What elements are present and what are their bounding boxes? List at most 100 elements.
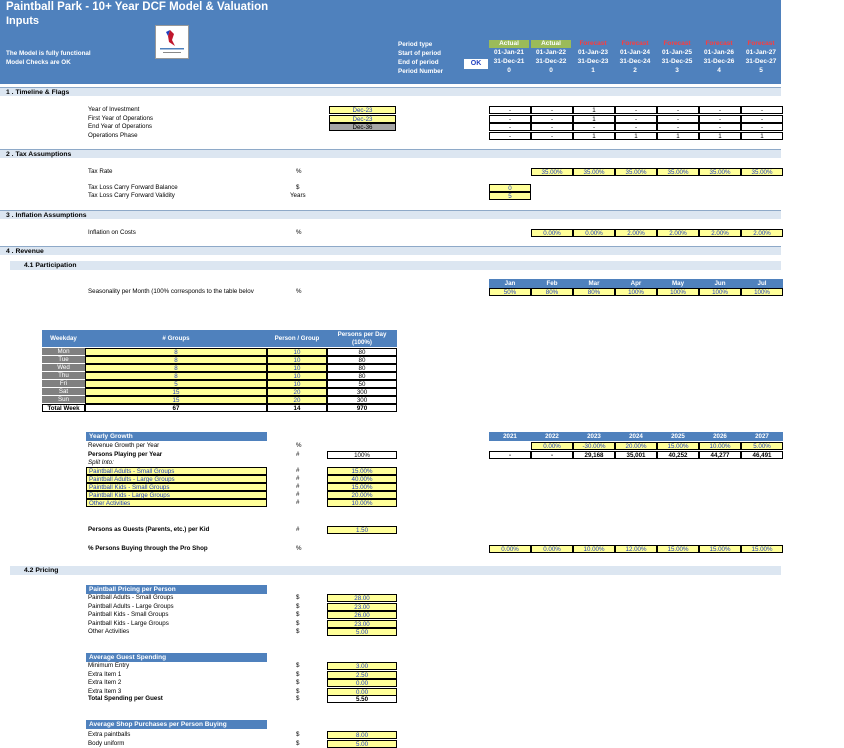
timeline-flag-3-1: - — [531, 131, 573, 140]
split-label-0[interactable]: Paintball Adults - Small Groups — [86, 467, 267, 475]
shop-pct-input-4[interactable]: 15.00% — [657, 545, 699, 553]
inflation-input-1[interactable]: 0.00% — [573, 229, 615, 237]
guest-spend-input-0[interactable]: 3.00 — [327, 662, 397, 670]
groups-input-5[interactable]: 15 — [85, 388, 267, 396]
ppg-input-6[interactable]: 20 — [267, 396, 327, 404]
tax-carry-input[interactable]: 0 — [489, 184, 531, 192]
inflation-input-2[interactable]: 2.00% — [615, 229, 657, 237]
price-input-2[interactable]: 26.00 — [327, 611, 397, 619]
timeline-flag-0-1: - — [531, 106, 573, 114]
shop-purchase-unit-1: $ — [296, 739, 300, 747]
tax-rate-input-4[interactable]: 35.00% — [699, 168, 741, 176]
seasonality-label: Seasonality per Month (100% corresponds … — [88, 288, 254, 295]
split-label-4[interactable]: Other Activities — [86, 499, 267, 507]
timeline-flag-0-3: - — [615, 106, 657, 114]
ppg-input-5[interactable]: 20 — [267, 388, 327, 396]
split-label-2[interactable]: Paintball Kids - Small Groups — [86, 483, 267, 491]
timeline-input-0[interactable]: Dec-23 — [329, 106, 396, 114]
inflation-input-3[interactable]: 2.00% — [657, 229, 699, 237]
groups-input-0[interactable]: 8 — [85, 348, 267, 356]
rev-growth-input-4[interactable]: 15.00% — [657, 442, 699, 450]
rev-growth-input-1[interactable]: 0.00% — [531, 442, 573, 450]
price-input-1[interactable]: 23.00 — [327, 602, 397, 611]
seasonality-unit: % — [296, 288, 302, 295]
tax-rate-input-2[interactable]: 35.00% — [615, 168, 657, 176]
persons-playing-input[interactable]: 100% — [327, 451, 397, 459]
seasonality-input-3[interactable]: 100% — [615, 288, 657, 296]
inflation-input-5[interactable]: 2.00% — [741, 229, 783, 237]
split-input-1[interactable]: 40.00% — [327, 475, 397, 483]
ppg-input-1[interactable]: 10 — [267, 356, 327, 364]
timeline-flag-1-2: 1 — [573, 114, 615, 123]
shop-pct-input-3[interactable]: 12.00% — [615, 545, 657, 553]
split-label-1[interactable]: Paintball Adults - Large Groups — [86, 475, 267, 483]
split-input-0[interactable]: 15.00% — [327, 467, 397, 475]
tax-validity-input[interactable]: 5 — [489, 192, 531, 200]
price-input-4[interactable]: 5.00 — [327, 628, 397, 636]
seasonality-input-6[interactable]: 100% — [741, 288, 783, 296]
groups-input-4[interactable]: 5 — [85, 380, 267, 388]
seasonality-input-0[interactable]: 50% — [489, 288, 531, 296]
split-input-4[interactable]: 10.00% — [327, 499, 397, 507]
inflation-input-4[interactable]: 2.00% — [699, 229, 741, 237]
tax-rate-input-3[interactable]: 35.00% — [657, 168, 699, 176]
split-input-3[interactable]: 20.00% — [327, 491, 397, 499]
model-status-1: The Model is fully functional — [6, 50, 91, 57]
seasonality-input-5[interactable]: 100% — [699, 288, 741, 296]
seasonality-input-4[interactable]: 100% — [657, 288, 699, 296]
price-input-3[interactable]: 23.00 — [327, 619, 397, 628]
persons-playing-value-4: 40,252 — [657, 451, 699, 459]
split-label-3[interactable]: Paintball Kids - Large Groups — [86, 491, 267, 499]
timeline-input-2[interactable]: Dec-36 — [329, 123, 396, 131]
rev-growth-input-6[interactable]: 5.00% — [741, 442, 783, 450]
ppg-input-2[interactable]: 10 — [267, 364, 327, 372]
total-week-label: Total Week — [42, 404, 85, 412]
month-header-2: Mar — [573, 279, 615, 288]
groups-input-2[interactable]: 8 — [85, 364, 267, 372]
tax-rate-input-5[interactable]: 35.00% — [741, 168, 783, 176]
guest-spend-label-2: Extra Item 2 — [88, 679, 122, 686]
split-unit-3: # — [296, 491, 300, 498]
shop-purchase-label-0: Extra paintballs — [88, 731, 131, 738]
guests-per-kid-input[interactable]: 1.50 — [327, 526, 397, 534]
rev-growth-input-5[interactable]: 10.00% — [699, 442, 741, 450]
price-label-2: Paintball Kids - Small Groups — [88, 611, 169, 618]
weekday-3: Thu — [42, 372, 85, 380]
tax-rate-input-0[interactable]: 35.00% — [531, 168, 573, 176]
ppg-input-3[interactable]: 10 — [267, 372, 327, 380]
model-check-ok-badge: OK — [464, 59, 488, 69]
period-type-3: Forecast — [615, 40, 655, 48]
section-tax: 2 . Tax Assumptions — [0, 149, 781, 158]
tax-rate-label: Tax Rate — [88, 168, 113, 175]
rev-growth-input-2[interactable]: -30.00% — [573, 442, 615, 450]
shop-pct-input-6[interactable]: 15.00% — [741, 545, 783, 553]
persons-playing-unit: # — [296, 451, 300, 458]
timeline-input-1[interactable]: Dec-23 — [329, 114, 396, 123]
rev-growth-input-3[interactable]: 20.00% — [615, 442, 657, 450]
seasonality-input-1[interactable]: 80% — [531, 288, 573, 296]
period-type-2: Forecast — [573, 40, 613, 48]
seasonality-input-2[interactable]: 80% — [573, 288, 615, 296]
shop-purchase-input-0[interactable]: 8.00 — [327, 731, 397, 739]
ppg-input-0[interactable]: 10 — [267, 348, 327, 356]
ppg-input-4[interactable]: 10 — [267, 380, 327, 388]
year-header-0: 2021 — [489, 432, 531, 441]
shop-purchase-input-1[interactable]: 5.00 — [327, 739, 397, 748]
shop-pct-input-5[interactable]: 15.00% — [699, 545, 741, 553]
sheet-subtitle: Inputs — [6, 15, 39, 27]
shop-pct-input-1[interactable]: 0.00% — [531, 545, 573, 553]
groups-input-1[interactable]: 8 — [85, 356, 267, 364]
guest-spend-input-2[interactable]: 0.00 — [327, 679, 397, 687]
guest-spend-unit-1: $ — [296, 670, 300, 678]
price-input-0[interactable]: 28.00 — [327, 594, 397, 602]
groups-input-6[interactable]: 15 — [85, 396, 267, 404]
guest-spend-input-1[interactable]: 2.50 — [327, 670, 397, 679]
shop-pct-input-0[interactable]: 0.00% — [489, 545, 531, 553]
guest-spend-label-0: Minimum Entry — [88, 662, 130, 669]
groups-input-3[interactable]: 8 — [85, 372, 267, 380]
tax-rate-input-1[interactable]: 35.00% — [573, 168, 615, 176]
inflation-input-0[interactable]: 0.00% — [531, 229, 573, 237]
shop-pct-input-2[interactable]: 10.00% — [573, 545, 615, 553]
split-input-2[interactable]: 15.00% — [327, 483, 397, 491]
guest-total-unit: $ — [296, 695, 300, 702]
